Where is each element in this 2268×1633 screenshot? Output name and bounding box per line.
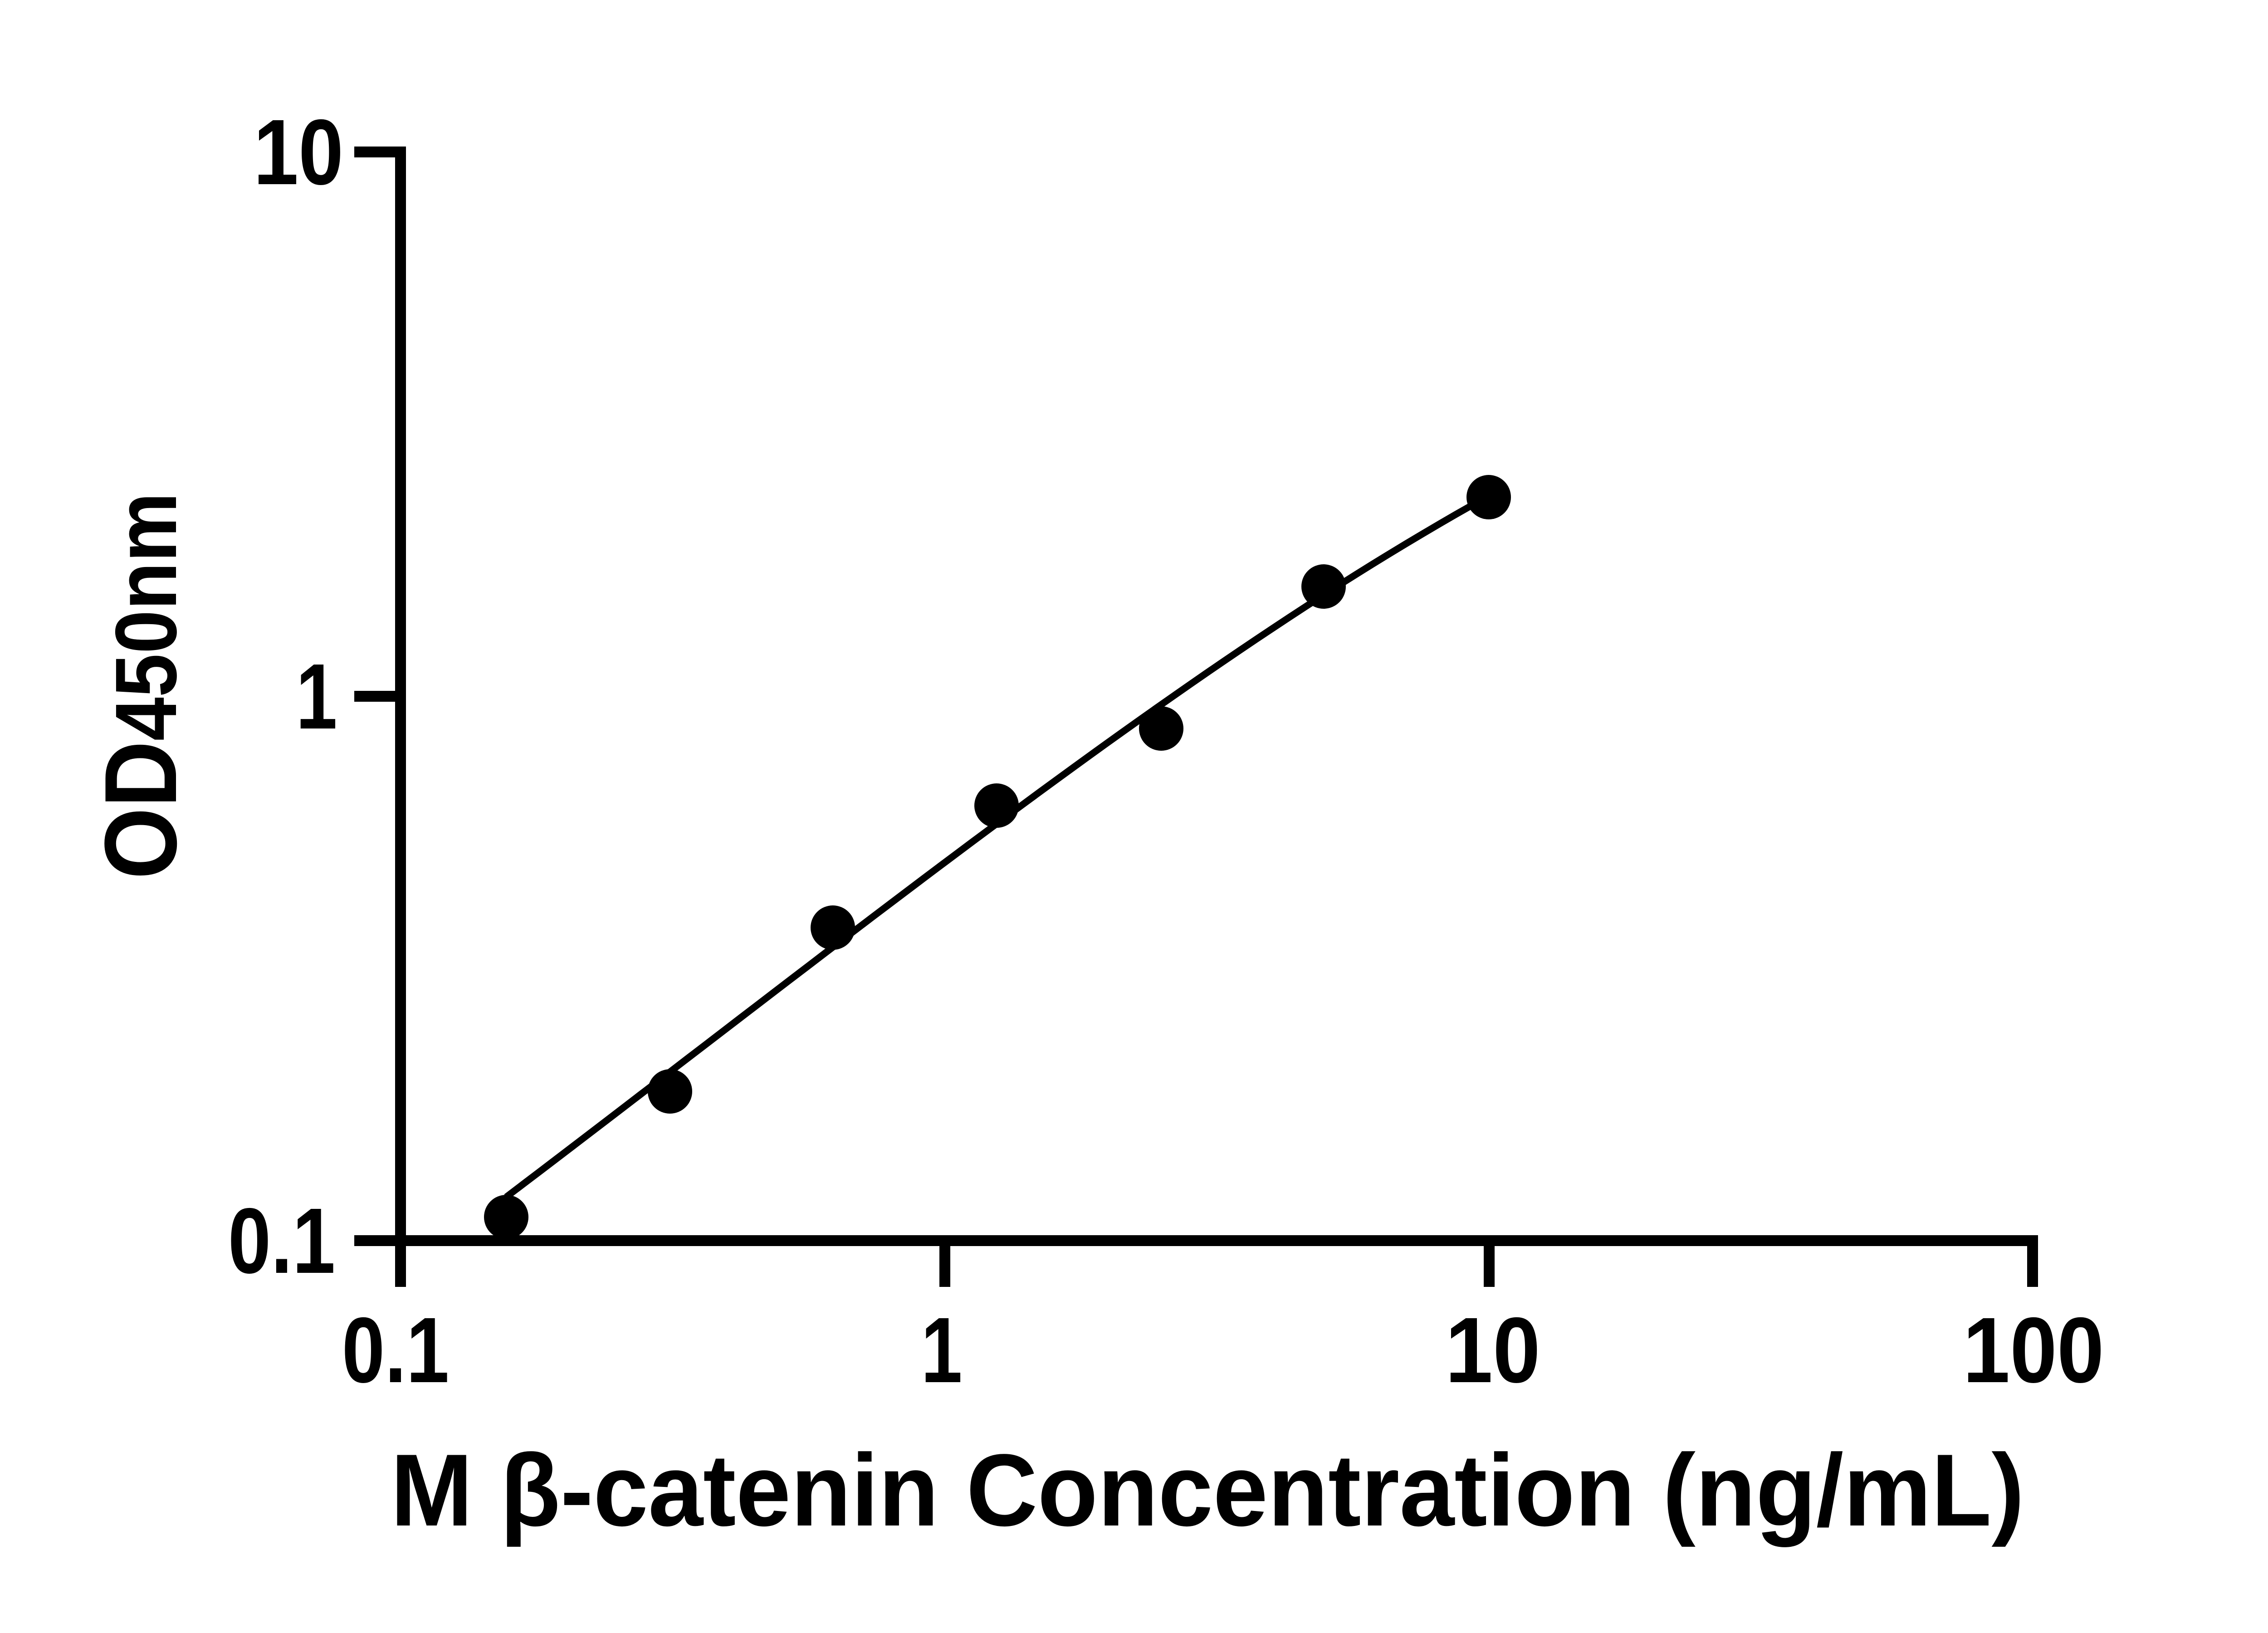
svg-text:10: 10	[1445, 1298, 1540, 1402]
svg-text:1: 1	[296, 645, 337, 749]
svg-text:M β-catenin Concentration (ng/: M β-catenin Concentration (ng/mL)	[391, 1433, 2024, 1547]
svg-text:1: 1	[921, 1299, 962, 1403]
svg-text:0.1: 0.1	[342, 1298, 450, 1402]
svg-text:OD450nm: OD450nm	[83, 493, 198, 880]
svg-text:10: 10	[254, 100, 343, 204]
svg-text:100: 100	[1963, 1298, 2104, 1402]
svg-text:0.1: 0.1	[228, 1188, 336, 1293]
